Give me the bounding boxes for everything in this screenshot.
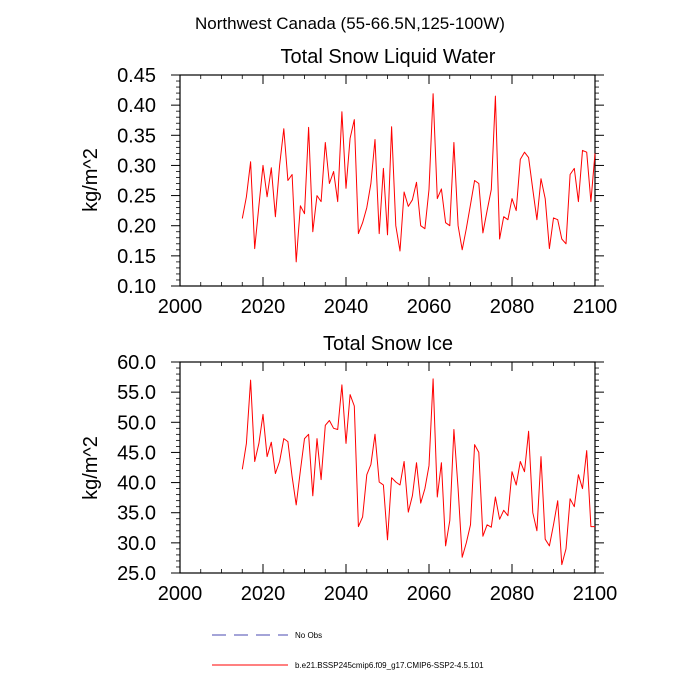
figure-title: Northwest Canada (55-66.5N,125-100W) bbox=[195, 14, 505, 33]
legend-label-run: b.e21.BSSP245cmip6.f09_g17.CMIP6-SSP2-4.… bbox=[295, 661, 484, 670]
x-tick-label: 2000 bbox=[158, 296, 203, 318]
plot-marks: 2000 2020 2040 2060 2080 2100 25.0 30.0 35.0 40.0… bbox=[117, 352, 617, 605]
y-tick-label: 0.30 bbox=[117, 155, 156, 177]
x-tick-label: 2080 bbox=[490, 296, 535, 318]
y-axis-label: kg/m^2 bbox=[80, 436, 102, 500]
y-tick-label: 30.0 bbox=[117, 533, 156, 555]
plot-frame bbox=[179, 74, 596, 287]
x-tick-label: 2060 bbox=[407, 296, 452, 318]
panel-title: Total Snow Liquid Water bbox=[281, 46, 496, 68]
x-tick-label: 2100 bbox=[573, 296, 618, 318]
panel-snow-ice: Total Snow Ice kg/m^2 2000 2020 2040 2060 20… bbox=[80, 333, 617, 605]
legend-label-no-obs: No Obs bbox=[295, 631, 322, 640]
x-tick-label: 2020 bbox=[241, 296, 286, 318]
y-tick-label: 0.25 bbox=[117, 186, 156, 208]
x-tick-label: 2000 bbox=[158, 583, 203, 605]
y-axis-label: kg/m^2 bbox=[80, 148, 102, 212]
series-line bbox=[241, 378, 595, 566]
x-tick-label: 2080 bbox=[490, 583, 535, 605]
y-tick-label: 0.35 bbox=[117, 125, 156, 147]
y-tick-label: 45.0 bbox=[117, 442, 156, 464]
plot-marks: 2000 2020 2040 2060 2080 2100 0.10 0.15 0.20 0.25… bbox=[117, 65, 617, 318]
y-tick-label: 55.0 bbox=[117, 382, 156, 404]
y-tick-label: 35.0 bbox=[117, 503, 156, 525]
y-tick-label: 0.15 bbox=[117, 246, 156, 268]
y-tick-label: 25.0 bbox=[117, 563, 156, 585]
legend: No Obs b.e21.BSSP245cmip6.f09_g17.CMIP6-… bbox=[212, 631, 484, 670]
x-tick-label: 2100 bbox=[573, 583, 618, 605]
x-tick-label: 2060 bbox=[407, 583, 452, 605]
x-tick-label: 2040 bbox=[324, 583, 369, 605]
y-tick-label: 0.40 bbox=[117, 95, 156, 117]
y-tick-label: 0.20 bbox=[117, 216, 156, 238]
y-tick-label: 40.0 bbox=[117, 473, 156, 495]
series-line bbox=[241, 93, 596, 263]
x-tick-label: 2040 bbox=[324, 296, 369, 318]
panel-title: Total Snow Ice bbox=[323, 333, 453, 355]
panel-snow-liquid-water: Total Snow Liquid Water kg/m^2 2000 2020 2… bbox=[80, 46, 617, 318]
y-tick-label: 0.45 bbox=[117, 65, 156, 87]
y-tick-label: 0.10 bbox=[117, 276, 156, 298]
y-tick-label: 50.0 bbox=[117, 412, 156, 434]
y-tick-label: 60.0 bbox=[117, 352, 156, 374]
x-tick-label: 2020 bbox=[241, 583, 286, 605]
